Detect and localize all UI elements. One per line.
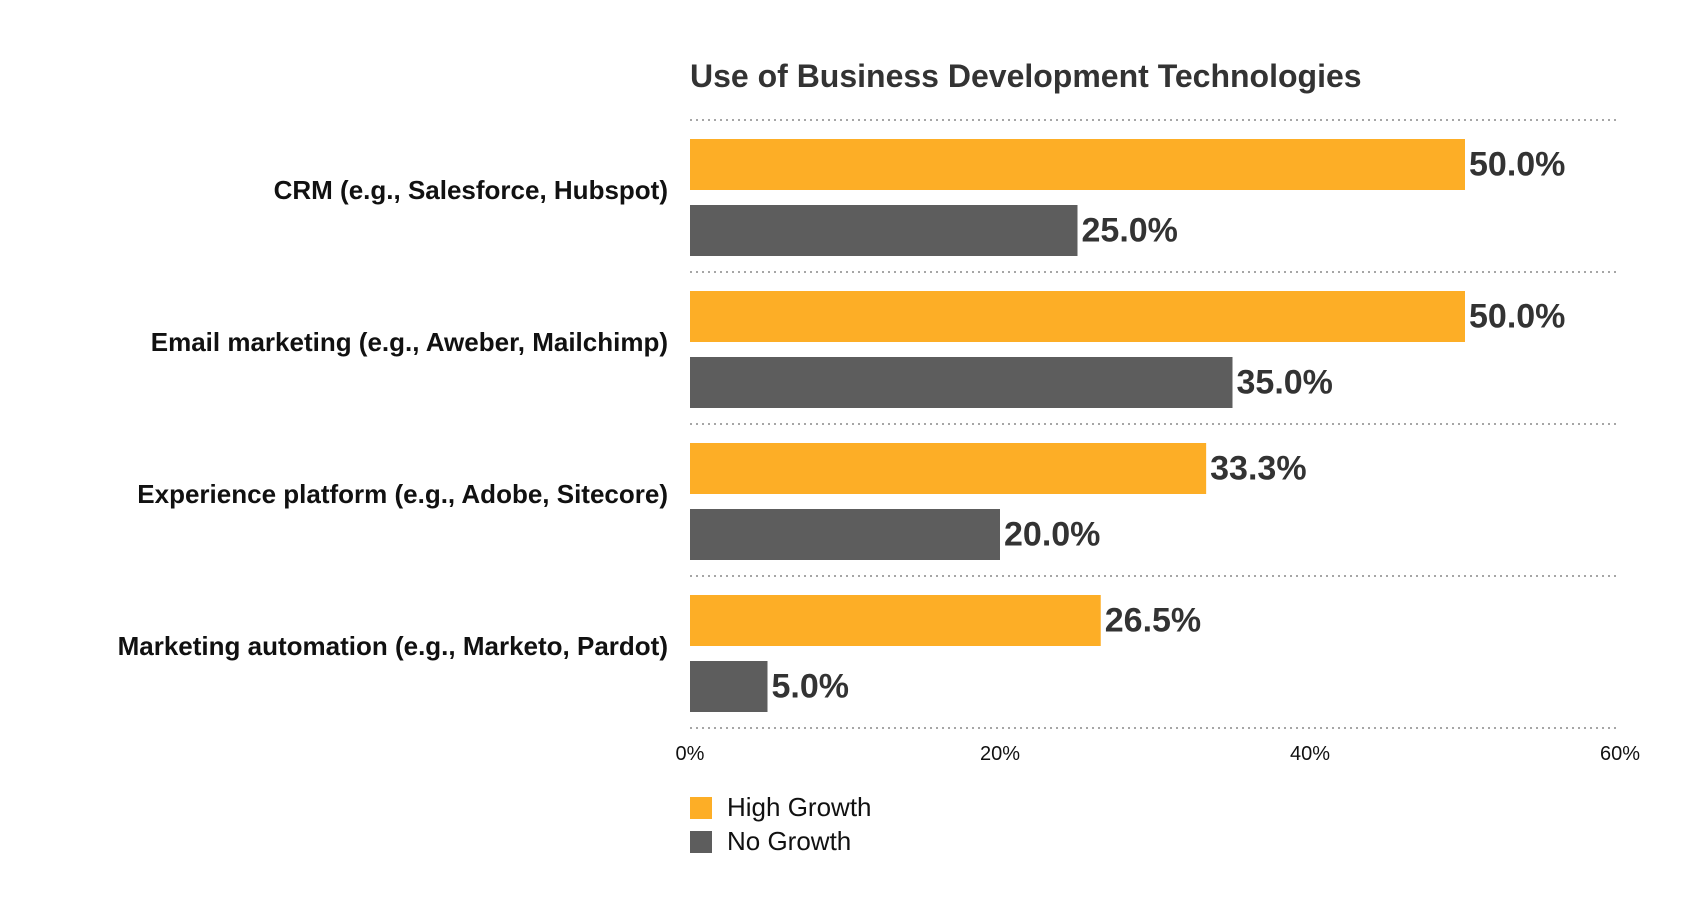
legend-swatch-no-growth bbox=[690, 831, 712, 853]
data-label: 35.0% bbox=[1237, 363, 1333, 401]
category-label: CRM (e.g., Salesforce, Hubspot) bbox=[274, 175, 668, 205]
data-label: 25.0% bbox=[1082, 211, 1178, 249]
bar-high-growth bbox=[690, 291, 1465, 342]
x-tick-label: 60% bbox=[1600, 743, 1640, 765]
data-label: 33.3% bbox=[1210, 449, 1306, 487]
category-label: Marketing automation (e.g., Marketo, Par… bbox=[118, 631, 668, 661]
legend-label: High Growth bbox=[727, 792, 872, 822]
chart-title: Use of Business Development Technologies bbox=[690, 58, 1362, 94]
data-label: 50.0% bbox=[1469, 145, 1565, 183]
data-label: 26.5% bbox=[1105, 601, 1201, 639]
bar-no-growth bbox=[690, 357, 1233, 408]
bar-high-growth bbox=[690, 443, 1207, 494]
category-labels: CRM (e.g., Salesforce, Hubspot) Email mar… bbox=[118, 175, 668, 661]
bar-no-growth bbox=[690, 205, 1078, 256]
legend-label: No Growth bbox=[727, 826, 851, 856]
legend-swatch-high-growth bbox=[690, 797, 712, 819]
gridlines bbox=[690, 119, 1620, 729]
bar-no-growth bbox=[690, 509, 1000, 560]
bar-high-growth bbox=[690, 595, 1101, 646]
x-axis-ticks: 0% 20% 40% 60% bbox=[676, 743, 1641, 765]
category-label: Email marketing (e.g., Aweber, Mailchimp… bbox=[151, 327, 668, 357]
x-tick-label: 40% bbox=[1290, 743, 1330, 765]
bars bbox=[690, 139, 1465, 712]
data-label: 5.0% bbox=[772, 667, 850, 705]
data-label: 20.0% bbox=[1004, 515, 1100, 553]
value-labels: 50.0% 25.0% 50.0% 35.0% 33.3% 20.0% 26.5% 5.0% bbox=[772, 145, 1566, 705]
category-label: Experience platform (e.g., Adobe, Siteco… bbox=[137, 479, 668, 509]
data-label: 50.0% bbox=[1469, 297, 1565, 335]
legend: High Growth No Growth bbox=[690, 792, 872, 856]
x-tick-label: 0% bbox=[676, 743, 705, 765]
bar-high-growth bbox=[690, 139, 1465, 190]
bar-no-growth bbox=[690, 661, 768, 712]
x-tick-label: 20% bbox=[980, 743, 1020, 765]
